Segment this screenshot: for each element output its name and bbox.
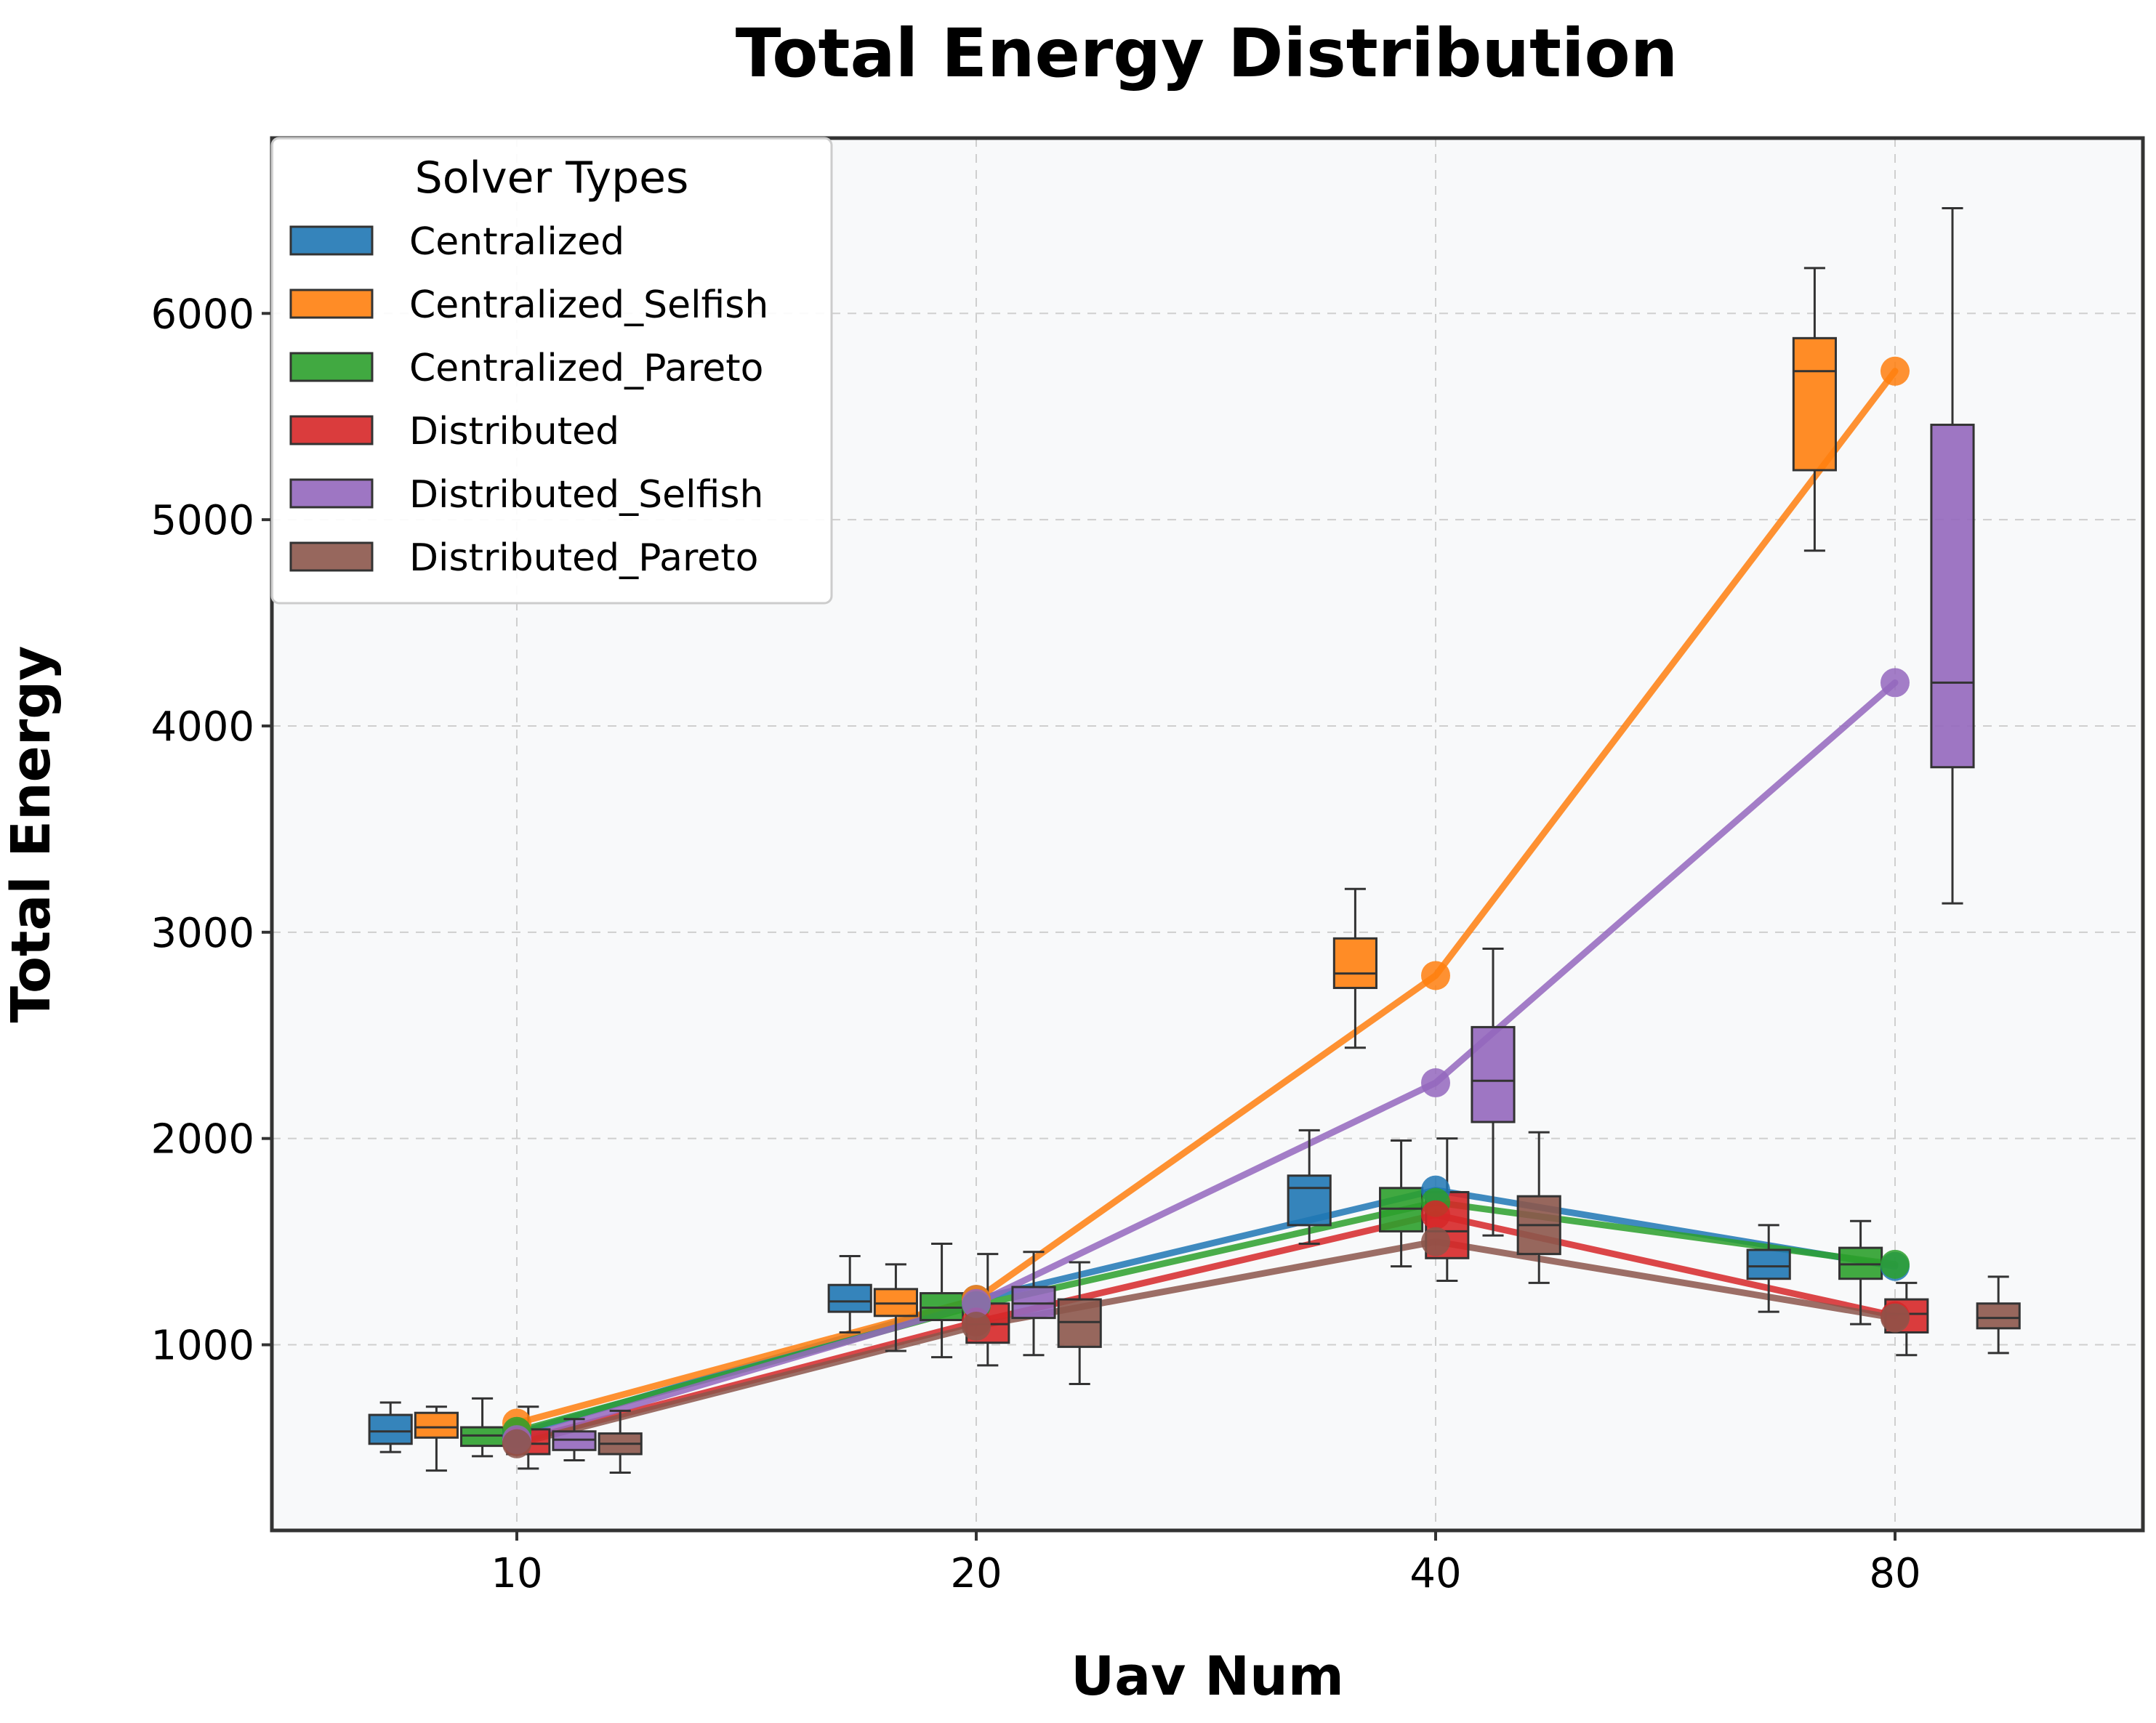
legend-label: Centralized_Selfish — [409, 283, 768, 327]
legend-items: Centralized Centralized_Selfish Centralize… — [289, 220, 768, 580]
legend-swatch — [289, 415, 374, 445]
y-axis-ticks: 1000 2000 3000 4000 5000 6000 — [150, 291, 272, 1370]
legend-box — [270, 137, 833, 605]
legend-swatch — [289, 288, 374, 319]
legend-swatch — [289, 352, 374, 382]
legend-swatch — [289, 478, 374, 509]
y-tick-label: 2000 — [150, 1116, 254, 1163]
box-body — [1332, 937, 1377, 989]
x-tick-label: 10 — [491, 1550, 542, 1597]
legend-label: Distributed — [409, 410, 619, 453]
legend-label: Distributed_Pareto — [409, 536, 758, 580]
y-tick-label: 5000 — [150, 497, 254, 544]
legend-swatch — [289, 541, 374, 572]
legend-label: Centralized_Pareto — [409, 347, 763, 390]
mean-point — [1421, 1200, 1450, 1230]
box-series-centralized-selfish — [414, 267, 1837, 1472]
mean-point — [1881, 1303, 1910, 1333]
mean-line-distributed-pareto — [513, 1238, 1899, 1448]
mean-point — [502, 1429, 531, 1458]
mean-markers — [502, 356, 1910, 1458]
box-body — [1976, 1302, 2021, 1330]
mean-point — [1881, 356, 1910, 386]
legend-label: Centralized — [409, 220, 624, 264]
mean-point — [962, 1311, 991, 1341]
mean-point — [1421, 1068, 1450, 1098]
mean-point — [1421, 961, 1450, 990]
chart-title: Total Energy Distribution — [736, 15, 1678, 92]
x-tick-label: 20 — [950, 1550, 1002, 1597]
y-tick-label: 4000 — [150, 703, 254, 751]
x-axis-label: Uav Num — [1071, 1645, 1344, 1708]
box-body — [368, 1413, 413, 1445]
y-tick-label: 6000 — [150, 291, 254, 338]
box-series-distributed-pareto — [598, 1131, 2021, 1474]
box-body — [1471, 1025, 1516, 1123]
mean-line-distributed-selfish — [513, 679, 1899, 1443]
box-series-centralized — [368, 1129, 1791, 1453]
mean-point — [1881, 1249, 1910, 1279]
legend-swatch — [289, 225, 374, 256]
x-tick-label: 40 — [1409, 1550, 1461, 1597]
y-axis-label: Total Energy — [0, 645, 63, 1022]
y-tick-label: 3000 — [150, 910, 254, 957]
box-body — [827, 1283, 872, 1313]
x-axis-ticks: 10 20 40 80 — [491, 1530, 1921, 1597]
y-tick-label: 1000 — [150, 1323, 254, 1370]
x-tick-label: 80 — [1869, 1550, 1920, 1597]
plot-frame — [270, 136, 2145, 1533]
mean-point — [962, 1288, 991, 1318]
box-body — [1792, 336, 1837, 472]
box-body — [414, 1411, 459, 1439]
box-body — [1930, 424, 1975, 769]
legend-title: Solver Types — [415, 153, 689, 203]
box-body — [1746, 1248, 1791, 1280]
mean-line-centralized-selfish — [513, 368, 1899, 1427]
mean-point — [1421, 1227, 1450, 1256]
box-series-distributed-selfish — [552, 207, 1975, 1461]
mean-point — [1881, 668, 1910, 698]
legend-label: Distributed_Selfish — [409, 473, 763, 517]
legend: Solver Types Centralized Centralized_Self… — [270, 137, 833, 605]
box-series-centralized-pareto — [460, 1139, 1883, 1458]
box-body — [1287, 1174, 1332, 1227]
mean-lines — [513, 368, 1899, 1448]
